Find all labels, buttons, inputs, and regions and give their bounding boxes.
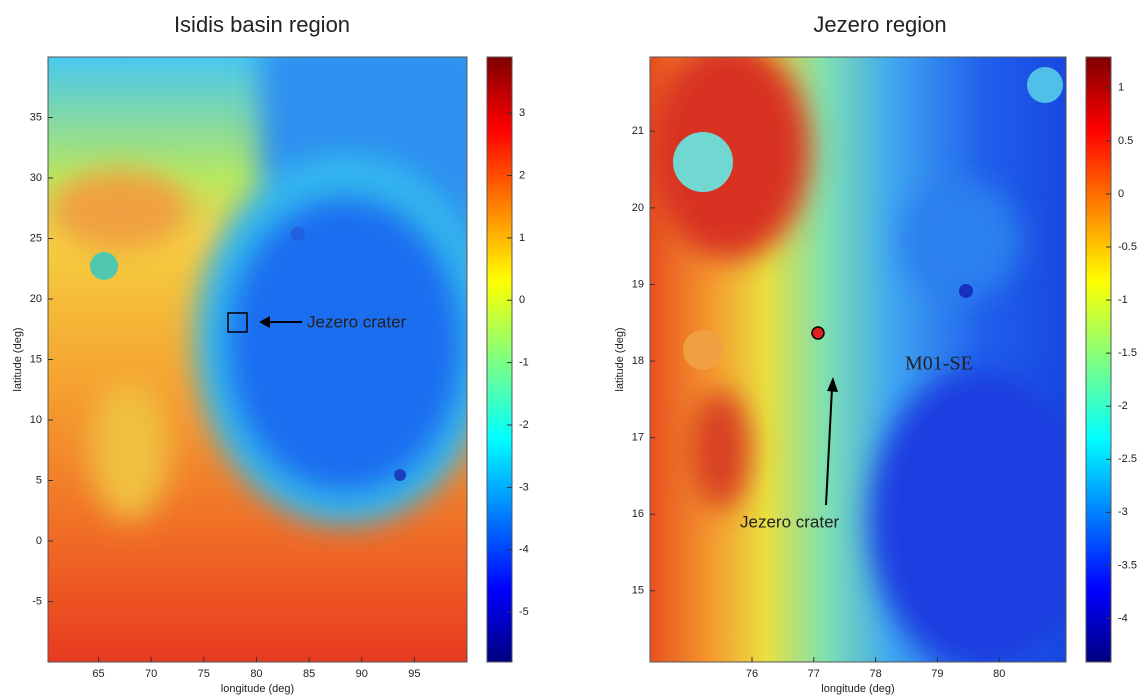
figure: Isidis basin region65707580859095-505101… [0,0,1147,698]
colorbar-tick-label: -0.5 [1118,241,1137,253]
elevation-map [650,40,1090,670]
y-tick-label: 18 [632,355,644,367]
y-axis-label: latitude (deg) [614,327,626,391]
colorbar [1086,57,1111,662]
x-axis-label: longitude (deg) [221,683,294,695]
y-tick-label: 35 [30,111,42,123]
x-tick-label: 85 [303,668,315,680]
x-tick-label: 70 [145,668,157,680]
annotation: Jezero crater [307,312,407,331]
colorbar-tick-label: 0 [1118,188,1124,200]
x-tick-label: 90 [356,668,368,680]
x-tick-label: 65 [92,668,104,680]
elevation-map [48,40,495,662]
colorbar-tick-label: 1 [1118,82,1124,94]
y-tick-label: -5 [32,595,42,607]
x-tick-label: 80 [993,668,1005,680]
colorbar-tick-label: -3 [519,481,529,493]
y-tick-label: 15 [30,353,42,365]
x-axis-label: longitude (deg) [821,683,894,695]
colorbar-tick-label: -4 [1118,612,1128,624]
x-tick-label: 80 [250,668,262,680]
x-tick-label: 95 [408,668,420,680]
y-tick-label: 10 [30,414,42,426]
y-axis-label: latitude (deg) [12,327,24,391]
y-tick-label: 30 [30,172,42,184]
colorbar-tick-label: -4 [519,544,529,556]
colorbar [487,57,512,662]
y-tick-label: 17 [632,432,644,444]
y-tick-label: 21 [632,125,644,137]
colorbar-tick-label: 2 [519,169,525,181]
x-tick-label: 77 [808,668,820,680]
colorbar-tick-label: 3 [519,107,525,119]
y-tick-label: 19 [632,278,644,290]
colorbar-tick-label: -2.5 [1118,453,1137,465]
y-tick-label: 25 [30,232,42,244]
colorbar-tick-label: -3.5 [1118,559,1137,571]
x-tick-label: 75 [198,668,210,680]
x-tick-label: 78 [869,668,881,680]
y-tick-label: 20 [30,293,42,305]
colorbar-tick-label: 0.5 [1118,135,1133,147]
panel-title: Jezero region [813,12,946,37]
annotation: M01-SE [905,353,973,375]
y-tick-label: 16 [632,508,644,520]
annotation: Jezero crater [740,512,840,531]
panel-title: Isidis basin region [174,12,350,37]
crater-marker [812,327,824,339]
colorbar-tick-label: -1.5 [1118,347,1137,359]
colorbar-tick-label: 1 [519,232,525,244]
x-tick-label: 76 [746,668,758,680]
colorbar-tick-label: -2 [519,419,529,431]
colorbar-tick-label: -3 [1118,506,1128,518]
y-tick-label: 0 [36,535,42,547]
y-tick-label: 20 [632,202,644,214]
y-tick-label: 5 [36,474,42,486]
y-tick-label: 15 [632,585,644,597]
colorbar-tick-label: -2 [1118,400,1128,412]
x-tick-label: 79 [931,668,943,680]
colorbar-tick-label: -5 [519,606,529,618]
colorbar-tick-label: -1 [1118,294,1128,306]
colorbar-tick-label: 0 [519,294,525,306]
colorbar-tick-label: -1 [519,357,529,369]
